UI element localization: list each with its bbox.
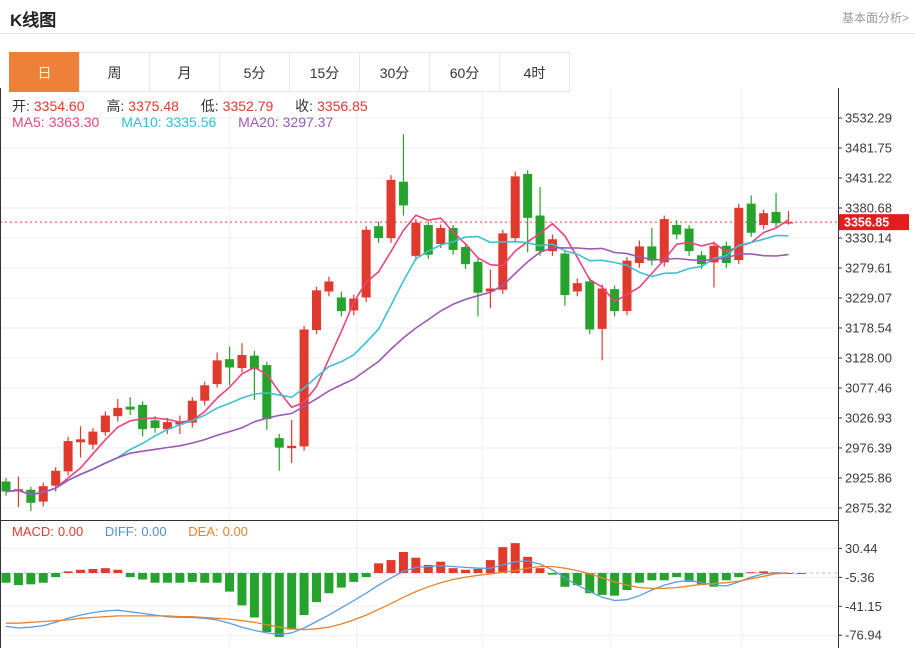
- open-value: 3354.60: [33, 98, 85, 114]
- ma20-label: MA20:: [238, 114, 279, 130]
- ma20-value: 3297.37: [282, 114, 334, 130]
- macd-label: MACD:: [12, 524, 54, 539]
- svg-text:3077.46: 3077.46: [845, 380, 892, 395]
- diff-label: DIFF:: [104, 524, 138, 539]
- current-price-tag: 3356.85: [844, 216, 889, 230]
- high-value: 3375.48: [128, 98, 179, 114]
- svg-text:3380.68: 3380.68: [845, 200, 892, 215]
- diff-value: 0.00: [141, 524, 167, 539]
- svg-text:-5.36: -5.36: [845, 570, 875, 585]
- ma-legend: MA5: 3363.30 MA10: 3335.56 MA20: 3297.37: [12, 114, 337, 130]
- close-label: 收:: [295, 98, 314, 114]
- tab-timeframe-0[interactable]: 日: [9, 52, 80, 92]
- tab-timeframe-1[interactable]: 周: [79, 52, 150, 92]
- page-title: K线图: [10, 11, 57, 30]
- svg-text:3532.29: 3532.29: [845, 111, 892, 126]
- ma5-label: MA5:: [12, 114, 45, 130]
- fundamental-analysis-link[interactable]: 基本面分析>: [841, 11, 909, 25]
- low-value: 3352.79: [222, 98, 274, 114]
- high-label: 高:: [106, 98, 125, 114]
- svg-text:3178.54: 3178.54: [845, 320, 892, 335]
- timeframe-tab-bar: 日周月 5分 15分 30分 60分 4时: [9, 52, 570, 92]
- ohlc-legend: 开: 3354.60 高: 3375.48 低: 3352.79 收: 3356.85: [12, 96, 372, 116]
- low-label: 低:: [200, 98, 219, 114]
- svg-text:-76.94: -76.94: [845, 628, 882, 643]
- tab-timeframe-2[interactable]: 月: [149, 52, 220, 92]
- tab-timeframe-6[interactable]: 60分: [429, 52, 500, 92]
- ma5-value: 3363.30: [48, 114, 100, 130]
- svg-text:-41.15: -41.15: [845, 599, 882, 614]
- macd-value: 0.00: [57, 524, 84, 539]
- svg-text:3481.75: 3481.75: [845, 141, 892, 156]
- open-label: 开:: [12, 98, 30, 114]
- svg-text:3279.61: 3279.61: [845, 260, 892, 275]
- svg-text:3128.00: 3128.00: [845, 350, 892, 365]
- tab-timeframe-4[interactable]: 15分: [289, 52, 360, 92]
- svg-text:3431.22: 3431.22: [845, 170, 892, 185]
- tab-timeframe-3[interactable]: 5分: [219, 52, 290, 92]
- close-value: 3356.85: [317, 98, 368, 114]
- tab-timeframe-5[interactable]: 30分: [359, 52, 430, 92]
- dea-label: DEA:: [188, 524, 219, 539]
- svg-text:3229.07: 3229.07: [845, 290, 892, 305]
- svg-text:2925.86: 2925.86: [845, 470, 892, 485]
- ma10-label: MA10:: [121, 114, 162, 130]
- svg-text:30.44: 30.44: [845, 541, 878, 556]
- svg-text:2976.39: 2976.39: [845, 440, 892, 455]
- header-divider: [0, 33, 915, 34]
- ma10-value: 3335.56: [165, 114, 217, 130]
- svg-text:3330.14: 3330.14: [845, 230, 892, 245]
- tab-timeframe-7[interactable]: 4时: [499, 52, 570, 92]
- macd-legend: MACD: 0.00 DIFF: 0.00 DEA: 0.00: [12, 524, 252, 539]
- dea-value: 0.00: [222, 524, 248, 539]
- svg-text:2875.32: 2875.32: [845, 500, 892, 515]
- svg-text:3026.93: 3026.93: [845, 410, 892, 425]
